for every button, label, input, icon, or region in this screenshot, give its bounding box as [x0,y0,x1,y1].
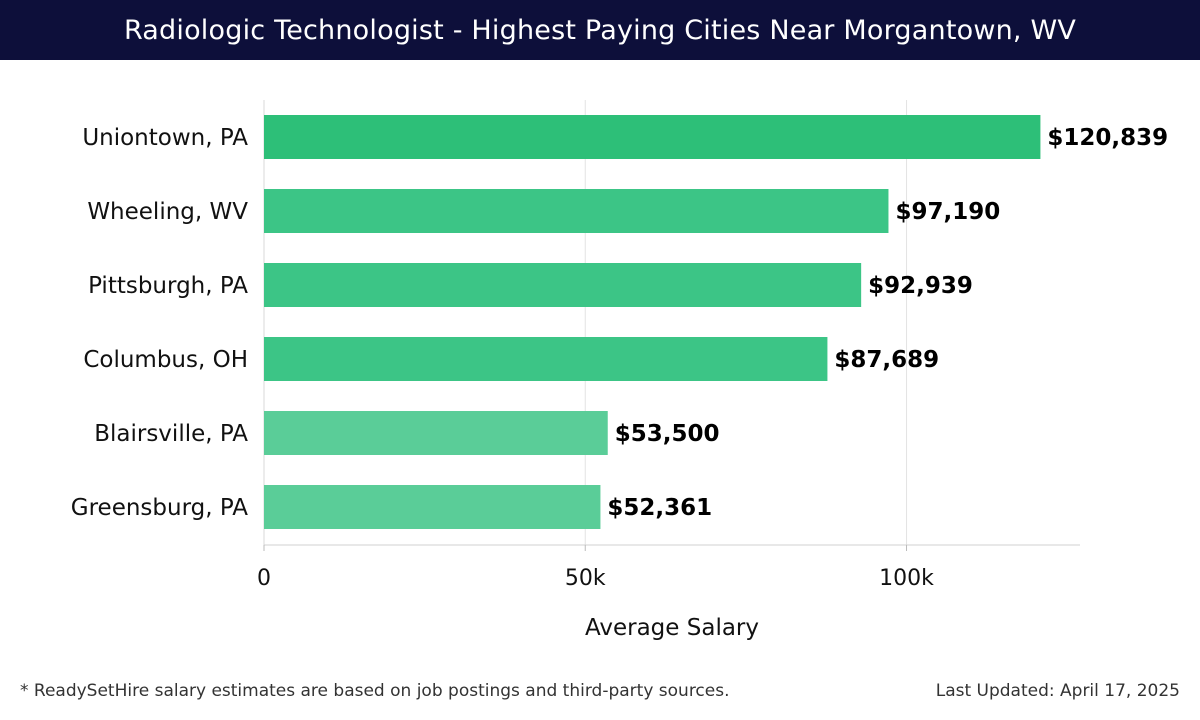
value-label: $92,939 [868,273,973,299]
x-axis-title: Average Salary [585,615,759,641]
category-label: Greensburg, PA [71,495,248,521]
x-tick-label: 50k [565,566,606,591]
value-label: $53,500 [615,421,720,447]
value-label: $120,839 [1047,125,1168,151]
category-label: Columbus, OH [83,347,248,373]
category-label: Blairsville, PA [94,421,248,447]
value-label: $87,689 [834,347,939,373]
x-tick-label: 100k [879,566,934,591]
category-label: Pittsburgh, PA [88,273,248,299]
x-tick-label: 0 [257,566,271,591]
bar [264,485,601,529]
category-label: Uniontown, PA [82,125,248,151]
bar [264,337,828,381]
bar [264,263,862,307]
bar [264,189,889,233]
last-updated: Last Updated: April 17, 2025 [935,681,1180,701]
category-label: Wheeling, WV [87,199,248,225]
chart-title: Radiologic Technologist - Highest Paying… [123,14,1077,46]
value-label: $97,190 [895,199,1000,225]
value-label: $52,361 [607,495,712,521]
bar-chart: 0 50k 100k Uniontown, PA $120,839 Wheeling, W… [71,100,1168,641]
bar [264,411,608,455]
chart-header: Radiologic Technologist - Highest Paying… [0,0,1200,60]
bar [264,115,1041,159]
footnote: * ReadySetHire salary estimates are base… [20,681,730,701]
